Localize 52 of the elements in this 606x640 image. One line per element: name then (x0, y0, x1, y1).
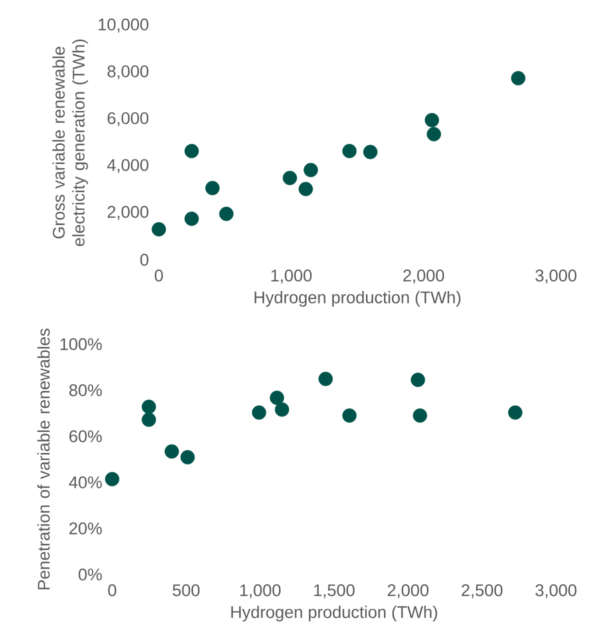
point (282, 170, 298, 186)
x-axis-title: Hydrogen production (TWh) (254, 290, 461, 307)
y-tick-label: 0% (78, 568, 102, 580)
point (164, 444, 180, 459)
point (304, 162, 318, 178)
point (410, 372, 426, 388)
x-tick-label: 3,000 (536, 270, 577, 284)
point (184, 144, 200, 158)
point (252, 405, 266, 420)
point (275, 402, 290, 417)
y-tick-label: 100% (60, 338, 102, 350)
y-tick-label: 10,000 (98, 18, 149, 32)
x-tick-label: 1,000 (272, 270, 312, 284)
point (342, 408, 357, 423)
point (363, 144, 378, 160)
x-tick-label: 1,500 (314, 584, 355, 598)
point (424, 112, 440, 128)
y-tick-label: 8,000 (108, 65, 149, 80)
point (142, 400, 156, 414)
x-tick-label: 0 (155, 270, 164, 282)
y-tick-label: 0 (140, 254, 149, 266)
point (342, 144, 357, 158)
point (180, 450, 195, 464)
point (105, 472, 120, 486)
point (318, 372, 333, 386)
point (298, 182, 314, 196)
x-tick-label: 2,500 (462, 584, 503, 598)
x-tick-label: 3,000 (536, 584, 577, 598)
point (184, 212, 200, 226)
point (152, 222, 166, 236)
x-tick-label: 2,000 (388, 584, 429, 598)
x-tick-label: 1,000 (240, 584, 281, 598)
point (219, 206, 234, 221)
y-tick-label: 4,000 (107, 159, 149, 174)
x-tick-label: 2,000 (404, 270, 444, 284)
point (426, 127, 442, 142)
point (508, 405, 523, 420)
y-tick-label: 2,000 (108, 206, 149, 220)
y-tick-label: 40% (69, 476, 102, 488)
point (511, 71, 526, 86)
point (270, 390, 284, 405)
y-tick-label: 20% (70, 522, 102, 534)
y-axis-title: Penetration of variable renewables (38, 328, 50, 590)
point (206, 180, 220, 196)
x-tick-label: 500 (172, 584, 200, 596)
x-axis-title: Hydrogen production (TWh) (232, 606, 438, 622)
y-axis-title: Gross variable renewable electricity generation (TWh) (52, 40, 88, 246)
point (142, 412, 156, 427)
y-tick-label: 6,000 (108, 112, 149, 126)
y-tick-label: 60% (70, 430, 102, 442)
point (413, 408, 428, 423)
y-tick-label: 80% (70, 384, 102, 396)
